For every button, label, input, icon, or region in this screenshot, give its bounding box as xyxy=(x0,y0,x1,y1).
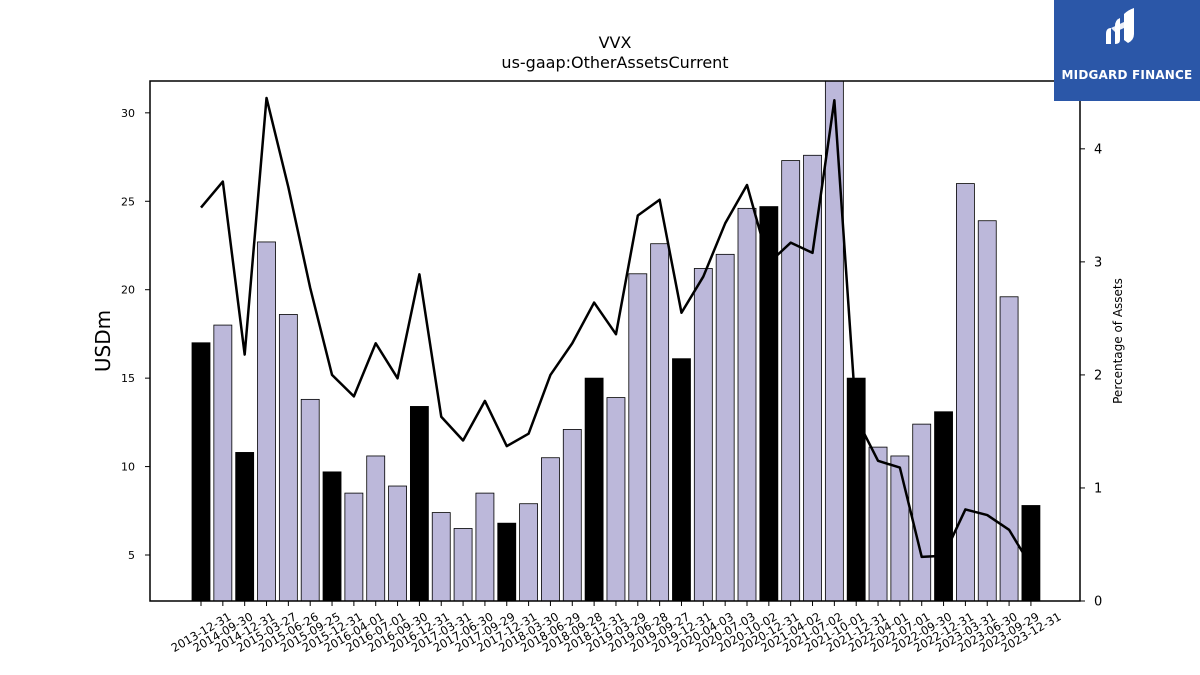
bar-2014-09-30 xyxy=(213,324,233,602)
y-tick-label: 10 xyxy=(121,461,135,474)
bar-2020-10-02 xyxy=(737,207,757,602)
y2-axis-label: Percentage of Assets xyxy=(1111,278,1125,404)
bar-2021-07-02 xyxy=(803,154,822,602)
y2-tick-label: 3 xyxy=(1094,255,1102,270)
bar-2018-12-31 xyxy=(584,377,604,602)
chart-title: VVX xyxy=(599,33,632,52)
y2-tick-label: 4 xyxy=(1094,142,1102,157)
bar-2016-12-31 xyxy=(409,406,429,602)
bar-2019-12-31 xyxy=(672,358,691,602)
bar-2020-07-03 xyxy=(715,253,735,602)
bar-2017-09-29 xyxy=(475,492,495,602)
bar-2018-06-29 xyxy=(541,457,560,602)
brand-logo: MIDGARD FINANCE xyxy=(1054,0,1200,101)
bar-2023-03-31 xyxy=(956,183,975,602)
percentage-of-assets-line xyxy=(200,96,1032,567)
chart-subtitle: us-gaap:OtherAssetsCurrent xyxy=(501,53,728,72)
bar-2019-09-27 xyxy=(650,243,670,602)
logo-text: MIDGARD FINANCE xyxy=(1061,68,1193,82)
bar-2021-10-01 xyxy=(824,80,844,602)
y-tick-label: 15 xyxy=(121,372,135,385)
bar-2016-07-01 xyxy=(366,455,386,602)
bar-2022-07-01 xyxy=(890,455,910,602)
bar-2021-04-02 xyxy=(781,160,801,602)
y-tick-label: 25 xyxy=(121,195,135,208)
bar-2015-09-25 xyxy=(300,398,320,602)
bar-2019-03-29 xyxy=(606,397,626,602)
y-axis-label: USDm xyxy=(91,310,115,372)
bar-2019-06-28 xyxy=(628,273,648,602)
y-tick-label: 20 xyxy=(121,284,135,297)
bar-2023-09-29 xyxy=(999,296,1019,602)
y-tick-label: 30 xyxy=(121,107,135,120)
bars-layer xyxy=(191,80,1041,602)
logo-mark-icon xyxy=(1106,8,1134,44)
bar-2023-06-30 xyxy=(977,220,997,602)
bar-2015-06-26 xyxy=(278,314,298,602)
bar-2022-12-31 xyxy=(934,411,953,602)
y2-tick-label: 2 xyxy=(1094,368,1102,383)
bar-2018-03-30 xyxy=(519,503,538,602)
line-layer xyxy=(200,96,1032,567)
bar-2018-09-28 xyxy=(562,429,582,602)
bar-2013-12-31 xyxy=(191,342,211,602)
bar-2020-04-03 xyxy=(693,268,713,602)
bar-2017-03-31 xyxy=(431,512,451,602)
bar-2015-12-31 xyxy=(322,471,342,602)
bar-2016-04-01 xyxy=(344,492,364,602)
y-tick-label: 5 xyxy=(128,549,135,562)
bar-2017-06-30 xyxy=(453,528,473,602)
bar-2022-09-30 xyxy=(912,423,932,602)
bar-2015-03-27 xyxy=(257,241,276,602)
y2-tick-label: 0 xyxy=(1094,595,1102,610)
bar-2017-12-31 xyxy=(497,522,517,602)
bar-2016-09-30 xyxy=(388,485,407,602)
plot-frame xyxy=(149,80,1081,602)
y2-tick-label: 1 xyxy=(1094,481,1102,496)
bar-2014-12-31 xyxy=(235,452,255,602)
bar-2020-12-31 xyxy=(759,206,779,602)
axes-layer: 51015202530012342013-12-312014-09-302014… xyxy=(121,107,1102,655)
bar-2022-04-01 xyxy=(868,446,888,602)
